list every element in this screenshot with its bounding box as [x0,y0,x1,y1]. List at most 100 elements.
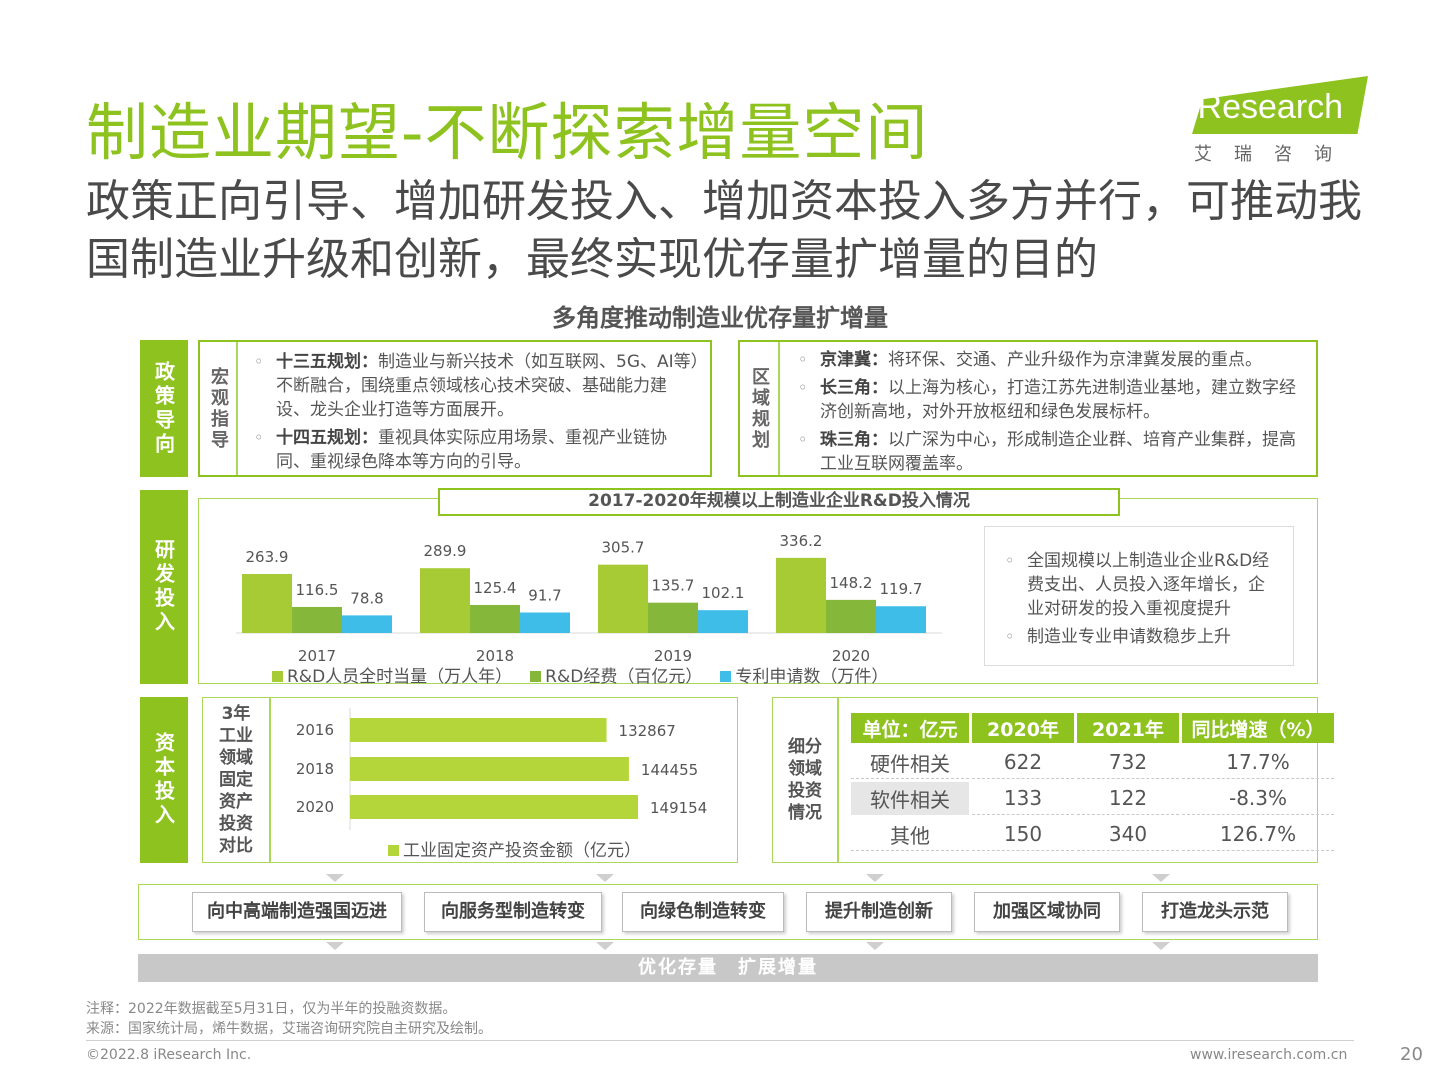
table-cell: 其他 [851,818,969,851]
data-label: 119.7 [880,580,923,598]
table-cell: 133 [972,782,1074,815]
data-label: 289.9 [424,542,467,560]
bar [350,718,607,742]
capex-bar-chart: 2016 132867 2018 144455 2020 149154 [296,708,707,830]
table-row: 软件相关 133 122 -8.3% [851,782,1334,815]
table-cell: 126.7% [1182,818,1334,851]
capex-bar-label: 3年工业领域固定资产投资对比 [203,698,271,862]
y-tick-label: 2018 [296,760,334,778]
table-cell: 硬件相关 [851,746,969,779]
legend-item: R&D人员全时当量（万人年） [272,662,512,687]
data-label: 78.8 [350,589,383,607]
table-cell: 17.7% [1182,746,1334,779]
legend-swatch [272,671,283,682]
table-header: 单位：亿元 [851,713,969,743]
capex-table: 单位：亿元 2020年 2021年 同比增速（%） 硬件相关 622 732 1… [848,710,1337,854]
table-row: 硬件相关 622 732 17.7% [851,746,1334,779]
footer-divider [86,1040,1354,1041]
capex-table-wrap: 单位：亿元 2020年 2021年 同比增速（%） 硬件相关 622 732 1… [848,710,1337,854]
list-item: 十三五规划：制造业与新兴技术（如互联网、5G、AI等）不断融合，围绕重点领域核心… [248,350,700,422]
bar [470,604,520,633]
data-label: 263.9 [246,548,289,566]
outcome-box: 加强区域协同 [974,892,1120,932]
item-text: 制造业与新兴技术（如互联网、5G、AI等）不断融合，围绕重点领域核心技术突破、基… [276,352,700,420]
down-arrow-icon [596,874,614,882]
legend-label: R&D经费（百亿元） [545,667,703,687]
down-arrow-icon [1152,874,1170,882]
table-cell: 软件相关 [851,782,969,815]
footer-website: www.iresearch.com.cn [1190,1047,1348,1063]
rd-bars-group: 263.9 116.5 78.8 2017 289.9 125.4 91.7 2018 305.… [236,532,942,665]
legend-label: 专利申请数（万件） [735,667,889,687]
table-cell: 340 [1077,818,1179,851]
outcome-box: 向服务型制造转变 [424,892,602,932]
outcome-box: 向绿色制造转变 [622,892,784,932]
rd-notes-box: 全国规模以上制造业企业R&D经费支出、人员投入逐年增长，企业对研发的投入重视度提… [984,526,1294,666]
bar [598,564,648,633]
list-item: 京津冀：将环保、交通、产业升级作为京津冀发展的重点。 [792,348,1306,372]
legend-swatch [530,671,542,682]
down-arrow-icon [326,874,344,882]
list-item: 制造业专业申请数稳步上升 [999,625,1279,649]
bar [342,615,392,633]
item-key: 京津冀： [820,350,888,370]
y-tick-label: 2020 [296,798,334,816]
legend-item: R&D经费（百亿元） [530,662,702,687]
down-arrow-icon [866,942,884,950]
x-tick-label: 2020 [832,647,870,665]
outcome-box: 提升制造创新 [806,892,952,932]
bar [826,599,876,633]
capital-side-label: 资本投入 [140,697,188,863]
regional-planning-panel: 区域规划 京津冀：将环保、交通、产业升级作为京津冀发展的重点。 长三角：以上海为… [738,340,1318,477]
item-key: 十三五规划： [276,352,378,372]
item-text: 将环保、交通、产业升级作为京津冀发展的重点。 [888,350,1262,370]
iresearch-logo: iResearch 艾瑞咨询 [1188,76,1368,166]
capex-bars-group: 2016 132867 2018 144455 2020 149154 [296,708,707,830]
table-cell: 150 [972,818,1074,851]
item-text: 重视具体实际应用场景、重视产业链协同、重视绿色降本等方向的引导。 [276,428,667,472]
legend-swatch [388,845,399,856]
data-label: 116.5 [296,581,339,599]
data-label: 132867 [619,722,676,740]
data-label: 125.4 [474,579,517,597]
down-arrow-icon [866,874,884,882]
data-label: 305.7 [602,539,645,557]
table-cell: 732 [1077,746,1179,779]
bar [876,606,926,633]
item-text: 以广深为中心，形成制造企业群、培育产业集群，提高工业互联网覆盖率。 [820,430,1296,474]
item-key: 长三角： [820,378,888,398]
y-tick-label: 2016 [296,721,334,739]
rd-chart-title: 2017-2020年规模以上制造业企业R&D投入情况 [438,488,1120,516]
down-arrow-icon [326,942,344,950]
bar [648,602,698,633]
bottom-banner: 优化存量 扩展增量 [138,954,1318,982]
bar [350,795,638,819]
data-label: 102.1 [702,584,745,602]
bar [292,606,342,633]
list-item: 珠三角：以广深为中心，形成制造企业群、培育产业集群，提高工业互联网覆盖率。 [792,428,1306,476]
table-header: 2021年 [1077,713,1179,743]
regional-planning-list: 京津冀：将环保、交通、产业升级作为京津冀发展的重点。 长三角：以上海为核心，打造… [780,342,1316,475]
regional-planning-label: 区域规划 [740,342,780,475]
data-label: 91.7 [528,587,561,605]
table-header-row: 单位：亿元 2020年 2021年 同比增速（%） [851,713,1334,743]
capex-chart-legend: 工业固定资产投资金额（亿元） [388,836,641,861]
outcome-box: 打造龙头示范 [1142,892,1288,932]
down-arrow-icon [596,942,614,950]
legend-swatch [720,671,732,682]
item-key: 十四五规划： [276,428,378,448]
logo-text: iResearch [1190,88,1344,126]
rd-chart-legend: R&D人员全时当量（万人年） R&D经费（百亿元） 专利申请数（万件） [272,662,888,687]
table-header: 2020年 [972,713,1074,743]
x-tick-label: 2018 [476,647,514,665]
bar [350,757,629,781]
legend-item: 工业固定资产投资金额（亿元） [388,836,641,861]
table-cell: -8.3% [1182,782,1334,815]
bar [776,557,826,633]
page-subtitle: 政策正向引导、增加研发投入、增加资本投入多方并行，可推动我国制造业升级和创新，最… [86,176,1362,285]
rd-notes-list: 全国规模以上制造业企业R&D经费支出、人员投入逐年增长，企业对研发的投入重视度提… [985,527,1293,649]
macro-guidance-label: 宏观指导 [200,342,238,475]
footer-note: 注释：2022年数据截至5月31日，仅为半年的投融资数据。 [86,1001,457,1017]
bar [520,612,570,633]
page-number: 20 [1400,1044,1423,1065]
